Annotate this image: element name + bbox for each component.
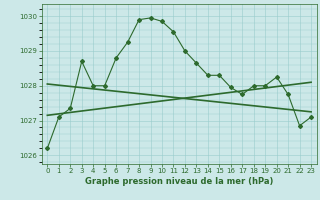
X-axis label: Graphe pression niveau de la mer (hPa): Graphe pression niveau de la mer (hPa) xyxy=(85,177,273,186)
